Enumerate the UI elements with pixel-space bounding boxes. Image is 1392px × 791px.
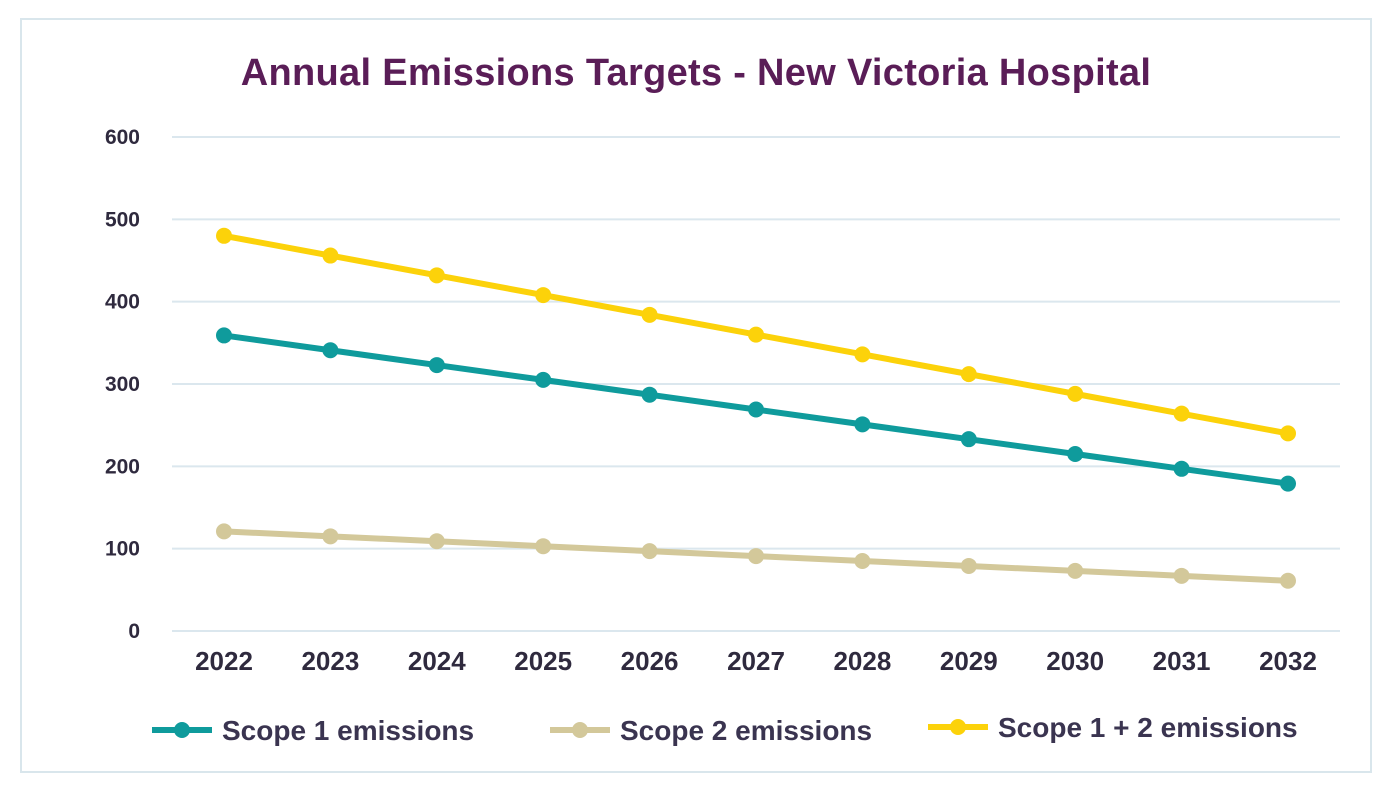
data-point-scope-1-emissions (216, 327, 232, 344)
data-point-scope-2-emissions (1067, 562, 1084, 579)
legend-item-scope-2-emissions: Scope 2 emissions (550, 715, 872, 746)
data-point-scope-1-emissions (1173, 460, 1190, 477)
data-point-scope-2-emissions (322, 528, 339, 545)
x-axis-labels: 2022 2023 2024 2025 2026 2027 2028 2029 2030 2031… (195, 646, 1317, 676)
data-point-scope-1-2-emissions (1173, 405, 1190, 422)
y-tick-label: 200 (105, 455, 140, 478)
legend-item-scope-1-emissions: Scope 1 emissions (152, 715, 474, 746)
data-point-scope-1-2-emissions (535, 287, 552, 304)
data-point-scope-1-emissions (322, 342, 339, 359)
data-point-scope-1-emissions (535, 371, 552, 388)
data-point-scope-2-emissions (428, 533, 445, 550)
data-point-scope-2-emissions (1280, 572, 1296, 589)
x-tick-label: 2023 (301, 646, 359, 676)
x-tick-label: 2029 (940, 646, 998, 676)
data-point-scope-2-emissions (1173, 567, 1190, 584)
data-point-scope-1-emissions (641, 386, 658, 403)
legend: Scope 1 emissions Scope 2 emissions Scope … (152, 712, 1298, 746)
x-tick-label: 2032 (1259, 646, 1317, 676)
x-tick-label: 2024 (408, 646, 466, 676)
legend-label-scope-1-emissions: Scope 1 emissions (222, 715, 474, 746)
data-point-scope-1-2-emissions (854, 346, 871, 363)
y-tick-label: 500 (105, 208, 140, 231)
legend-item-scope-1-2-emissions: Scope 1 + 2 emissions (928, 712, 1298, 743)
data-point-scope-2-emissions (854, 553, 871, 570)
legend-marker-scope-1-2-emissions (950, 719, 966, 735)
data-point-scope-2-emissions (960, 557, 977, 574)
data-point-scope-2-emissions (748, 548, 764, 565)
data-point-scope-1-2-emissions (428, 267, 445, 284)
x-tick-label: 2027 (727, 646, 785, 676)
data-point-scope-1-2-emissions (1280, 425, 1296, 442)
legend-label-scope-1-2-emissions: Scope 1 + 2 emissions (998, 712, 1298, 743)
data-point-scope-1-2-emissions (960, 366, 977, 383)
data-point-scope-1-emissions (1067, 445, 1084, 462)
y-tick-label: 600 (105, 126, 140, 149)
y-tick-label: 300 (105, 373, 140, 396)
x-tick-label: 2025 (514, 646, 572, 676)
chart-title: Annual Emissions Targets - New Victoria … (240, 52, 1152, 94)
data-point-scope-2-emissions (641, 543, 658, 560)
data-point-scope-1-emissions (428, 357, 445, 374)
legend-label-scope-2-emissions: Scope 2 emissions (620, 715, 872, 746)
data-point-scope-2-emissions (216, 523, 232, 540)
series-points (216, 227, 1296, 589)
data-point-scope-1-2-emissions (322, 247, 339, 264)
data-point-scope-1-2-emissions (748, 326, 764, 343)
data-point-scope-1-2-emissions (216, 227, 232, 244)
x-tick-label: 2030 (1046, 646, 1104, 676)
chart-frame (20, 18, 1372, 773)
x-tick-label: 2026 (621, 646, 679, 676)
y-axis-labels: 0 100 200 300 400 500 600 (105, 126, 140, 643)
data-point-scope-1-emissions (1280, 475, 1296, 492)
data-point-scope-1-2-emissions (1067, 385, 1084, 402)
data-point-scope-1-2-emissions (641, 306, 658, 323)
y-tick-label: 400 (105, 291, 140, 314)
data-point-scope-2-emissions (535, 538, 552, 555)
x-tick-label: 2031 (1153, 646, 1211, 676)
legend-marker-scope-1-emissions (174, 722, 190, 738)
y-tick-label: 0 (128, 620, 140, 643)
legend-marker-scope-2-emissions (572, 722, 588, 738)
y-tick-label: 100 (105, 538, 140, 561)
data-point-scope-1-emissions (854, 416, 871, 433)
data-point-scope-1-emissions (748, 401, 764, 418)
x-tick-label: 2022 (195, 646, 253, 676)
x-tick-label: 2028 (833, 646, 891, 676)
data-point-scope-1-emissions (960, 431, 977, 448)
